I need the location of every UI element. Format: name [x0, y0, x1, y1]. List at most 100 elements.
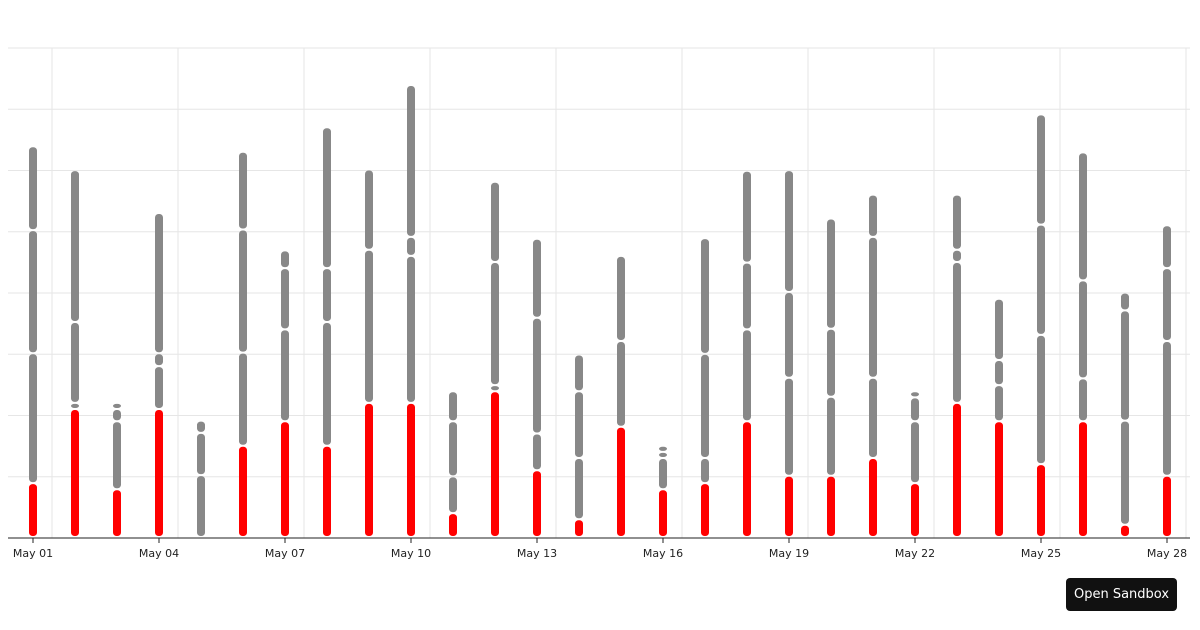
bar-segment [1163, 342, 1171, 475]
bar-segment [491, 392, 499, 536]
bar-segment [659, 446, 667, 451]
bar-segment [575, 392, 583, 457]
bar-segment [827, 397, 835, 475]
bar-segment [785, 171, 793, 291]
bar-segment [1121, 525, 1129, 536]
bar-segment [995, 299, 1003, 359]
x-tick-label: May 01 [13, 547, 53, 560]
bar-segment [533, 434, 541, 470]
bar-segment [953, 403, 961, 536]
bar-segment [365, 250, 373, 402]
x-tick-label: May 10 [391, 547, 431, 560]
bar-segment [995, 386, 1003, 421]
bar-segment [1121, 311, 1129, 420]
bar-segment [869, 378, 877, 457]
bar-segment [701, 484, 709, 536]
bar-segment [911, 484, 919, 536]
bar-segment [869, 195, 877, 236]
bar-segment [785, 378, 793, 475]
bar-segment [953, 262, 961, 402]
bar-segment [29, 147, 37, 230]
bar-segment [701, 354, 709, 457]
bar-segment [1037, 115, 1045, 224]
bar-segment [743, 330, 751, 421]
bar-segment [407, 403, 415, 536]
bar-segment [911, 398, 919, 421]
bar-segment [29, 484, 37, 536]
bar-segment [281, 422, 289, 536]
bar-segment [323, 446, 331, 536]
bar-segment [491, 262, 499, 385]
bar-segment [911, 392, 919, 397]
bar-segment [1037, 465, 1045, 536]
bar-segment [491, 182, 499, 261]
bar-segment [323, 269, 331, 322]
bar-segment [701, 458, 709, 483]
x-tick-label: May 16 [643, 547, 683, 560]
bar-segment [407, 85, 415, 236]
bar-segment [1079, 281, 1087, 378]
bar-segment [323, 323, 331, 445]
bar-segment [407, 256, 415, 402]
bar-segment [743, 422, 751, 536]
bar-segment [1163, 226, 1171, 268]
bar-segment [449, 477, 457, 513]
bar-segment [659, 452, 667, 457]
bar-segment [575, 458, 583, 519]
bar-segment [617, 427, 625, 536]
x-tick-label: May 13 [517, 547, 557, 560]
bar-segment [869, 458, 877, 536]
bar-segment [407, 237, 415, 255]
open-sandbox-button[interactable]: Open Sandbox [1066, 578, 1177, 611]
x-tick-label: May 19 [769, 547, 809, 560]
bar-segment [449, 422, 457, 476]
bar-segment [281, 251, 289, 268]
bar-segment [1079, 153, 1087, 280]
bar-segment [449, 392, 457, 421]
bar-segment [281, 330, 289, 421]
bar-segment [1037, 225, 1045, 334]
bar-segment [659, 490, 667, 536]
bar-segment [197, 476, 205, 536]
bar-segment [113, 409, 121, 421]
bar-segment [71, 323, 79, 402]
bar-segment [365, 170, 373, 249]
bar-segment [533, 239, 541, 317]
bar-segment [575, 355, 583, 391]
x-tick-label: May 22 [895, 547, 935, 560]
bar-segment [617, 342, 625, 426]
bar-segment [785, 293, 793, 377]
bar-segment [29, 231, 37, 353]
x-tick-label: May 25 [1021, 547, 1061, 560]
bar-segment [743, 263, 751, 329]
bar-segment [617, 256, 625, 340]
bar-segment [71, 403, 79, 408]
x-tick-label: May 07 [265, 547, 305, 560]
bar-segment [953, 195, 961, 249]
bar-segment [533, 471, 541, 536]
bar-segment [239, 230, 247, 352]
bar-segment [575, 520, 583, 536]
bar-segment [491, 386, 499, 391]
bar-segment [1163, 269, 1171, 340]
bar-segment [743, 171, 751, 262]
bar-segment [239, 152, 247, 229]
bar-segment [995, 360, 1003, 385]
bar-segment [71, 171, 79, 322]
bar-segment [1079, 422, 1087, 536]
bar-segment [1121, 293, 1129, 310]
bar-segment [113, 422, 121, 489]
bar-segment [533, 318, 541, 433]
bar-segment [869, 237, 877, 377]
x-tick-label: May 04 [139, 547, 179, 560]
bar-segment [659, 458, 667, 489]
bar-segment [323, 128, 331, 268]
bar-segment [785, 476, 793, 536]
bar-segment [1037, 335, 1045, 464]
bar-segment [197, 421, 205, 432]
bar-segment [155, 409, 163, 536]
bar-segment [155, 354, 163, 366]
bar-segment [197, 433, 205, 475]
